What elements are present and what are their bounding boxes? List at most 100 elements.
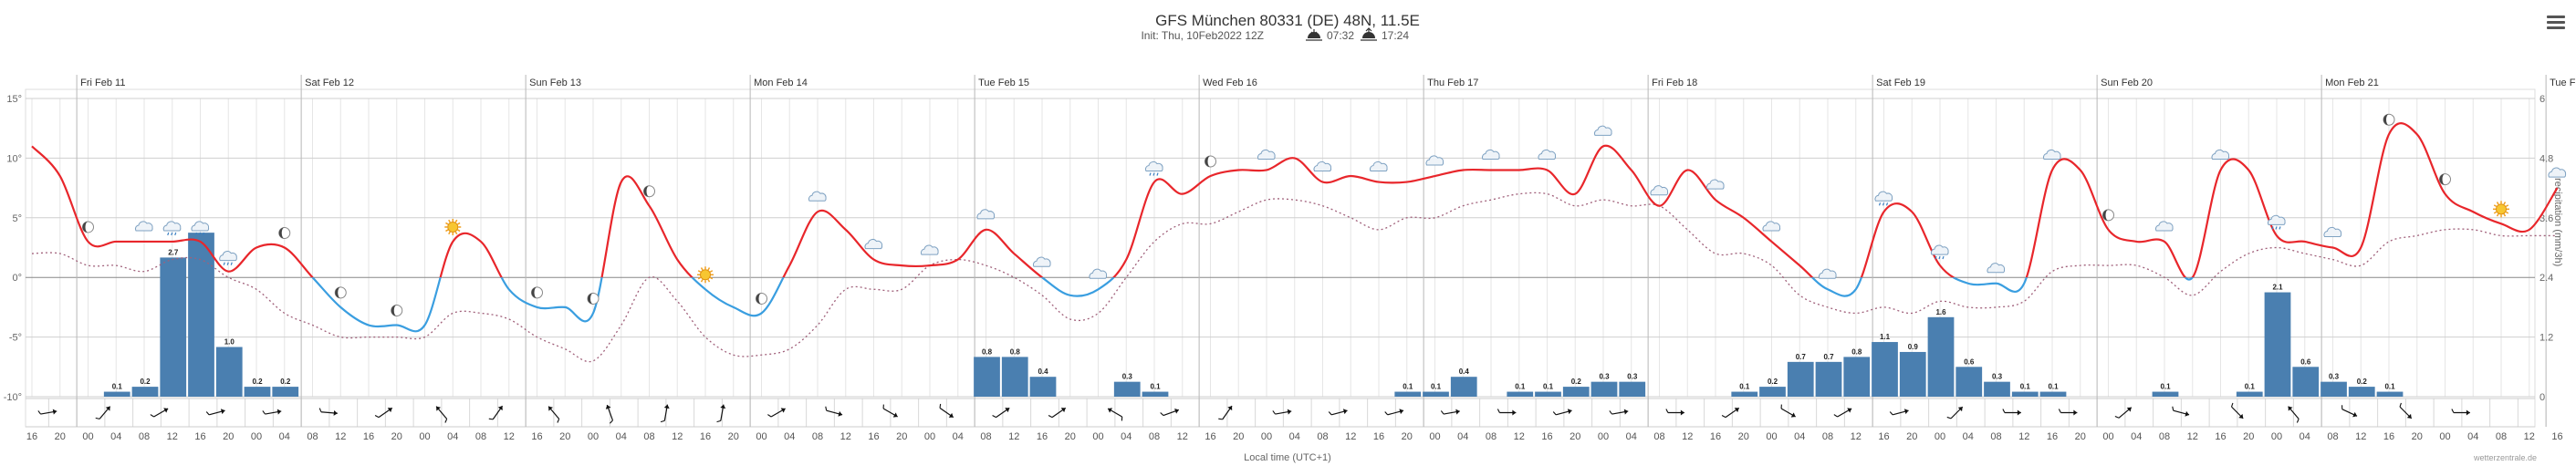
moon-shadow bbox=[756, 293, 762, 305]
cloud-shape bbox=[808, 191, 827, 202]
sunset-icon bbox=[1361, 27, 1377, 41]
rain-drop bbox=[1149, 172, 1152, 176]
wind-barb bbox=[1048, 415, 1053, 419]
wind-arrow bbox=[95, 406, 111, 419]
wind-arrow bbox=[1552, 409, 1572, 416]
wind-barb bbox=[882, 404, 884, 409]
precip-bar bbox=[1394, 391, 1422, 397]
y-tick-label: 10° bbox=[6, 153, 22, 164]
precip-bar bbox=[1113, 381, 1141, 397]
wind-head bbox=[2352, 411, 2358, 418]
moon-icon bbox=[2102, 209, 2114, 222]
wind-arrow bbox=[1160, 408, 1180, 417]
wind-arrow bbox=[2114, 407, 2133, 419]
cloud-icon bbox=[2042, 149, 2061, 160]
y2-tick-label: 1.2 bbox=[2539, 333, 2553, 344]
wind-barb bbox=[1218, 418, 1223, 420]
wind-barb bbox=[488, 418, 494, 420]
hour-label: 08 bbox=[1653, 431, 1664, 442]
wind-arrow bbox=[825, 406, 843, 417]
hour-label: 00 bbox=[251, 431, 262, 442]
wind-head bbox=[2073, 409, 2078, 416]
precip-bar bbox=[1001, 357, 1028, 397]
wind-head bbox=[663, 404, 670, 409]
hour-label: 16 bbox=[1710, 431, 1721, 442]
precip-bar-label: 0.1 bbox=[112, 383, 123, 391]
wind-head bbox=[1399, 409, 1404, 415]
hour-label: 08 bbox=[307, 431, 318, 442]
wind-barb bbox=[1780, 404, 1782, 409]
precip-bar-label: 0.1 bbox=[1739, 383, 1750, 391]
wind-arrow bbox=[1107, 408, 1123, 421]
hour-label: 08 bbox=[2496, 431, 2507, 442]
precip-bar-label: 0.2 bbox=[1768, 378, 1778, 386]
menu-icon-bar bbox=[2547, 26, 2565, 29]
hour-label: 04 bbox=[1457, 431, 1468, 442]
wind-arrow bbox=[488, 405, 504, 420]
hour-label: 12 bbox=[504, 431, 515, 442]
wind-arrow bbox=[1218, 405, 1233, 420]
rain-drop bbox=[1156, 172, 1159, 176]
hour-label: 08 bbox=[1990, 431, 2001, 442]
wind-barb bbox=[2114, 416, 2120, 419]
hour-label: 08 bbox=[475, 431, 486, 442]
moon-icon bbox=[1205, 155, 1216, 168]
precip-bar bbox=[1590, 381, 1618, 397]
cloud-shape bbox=[1144, 161, 1163, 172]
day-label: Fri Feb 18 bbox=[1652, 78, 1697, 88]
rain-drop bbox=[2279, 226, 2281, 230]
precip-bar bbox=[1029, 377, 1057, 397]
sun-ray bbox=[445, 229, 449, 233]
day-label: Tue Feb 15 bbox=[978, 78, 1029, 88]
precip-bar-label: 0.2 bbox=[280, 378, 291, 386]
precip-bar bbox=[2292, 367, 2320, 397]
hour-label: 16 bbox=[1205, 431, 1215, 442]
day-label: Fri Feb 11 bbox=[80, 78, 125, 88]
moon-icon bbox=[391, 305, 403, 317]
precip-bar bbox=[1142, 391, 1169, 397]
precip-bar bbox=[2236, 391, 2263, 397]
precip-bar-label: 0.2 bbox=[2357, 378, 2368, 386]
y-axis-right: 6 4.8 3.6 2.4 1.2 0 bbox=[2539, 94, 2553, 403]
y2-tick-label: 0 bbox=[2539, 392, 2545, 403]
y-axis-left: 15° 10° 5° 0° -5° -10° bbox=[4, 94, 22, 403]
menu-button[interactable] bbox=[2545, 13, 2567, 31]
precip-bar-label: 0.1 bbox=[2160, 383, 2171, 391]
wind-arrow bbox=[767, 408, 786, 418]
hour-label: 20 bbox=[1065, 431, 1076, 442]
cloud-rain-icon bbox=[219, 251, 237, 265]
hour-label: 04 bbox=[2300, 431, 2310, 442]
cloud-shape bbox=[2267, 214, 2286, 225]
cloud-shape bbox=[219, 251, 237, 262]
wind-head bbox=[838, 410, 843, 417]
precip-bar bbox=[1507, 391, 1534, 397]
hour-label: 12 bbox=[1514, 431, 1525, 442]
day-separators bbox=[76, 75, 2547, 427]
precip-bar bbox=[1787, 361, 1814, 397]
day-label: Sat Feb 19 bbox=[1876, 78, 1925, 88]
moon-icon bbox=[278, 227, 291, 239]
sun-ray bbox=[457, 229, 461, 233]
cloud-shape bbox=[976, 209, 996, 220]
hour-label: 00 bbox=[924, 431, 935, 442]
wind-arrow bbox=[2172, 406, 2190, 417]
day-label: Wed Feb 16 bbox=[1203, 78, 1257, 88]
cloud-rain-icon bbox=[191, 221, 210, 236]
wind-barb bbox=[1946, 416, 1952, 419]
y2-axis-title: Precipitation (mm/3h) bbox=[2552, 171, 2563, 267]
wind-head bbox=[1847, 408, 1852, 413]
cloud-shape bbox=[1369, 161, 1388, 172]
wind-barb bbox=[825, 406, 828, 411]
wind-barb bbox=[2058, 409, 2061, 413]
precip-bar-label: 0.8 bbox=[1010, 347, 1021, 356]
moon-shadow bbox=[2439, 173, 2446, 185]
hour-label: 00 bbox=[1429, 431, 1440, 442]
hour-label: 04 bbox=[784, 431, 795, 442]
cloud-shape bbox=[2154, 221, 2174, 232]
hour-label: 20 bbox=[2075, 431, 2086, 442]
sun-ray bbox=[2496, 213, 2499, 217]
wind-barb bbox=[939, 403, 942, 409]
hour-label: 12 bbox=[2524, 431, 2535, 442]
wind-barb bbox=[205, 411, 210, 416]
cloud-shape bbox=[1874, 191, 1893, 202]
